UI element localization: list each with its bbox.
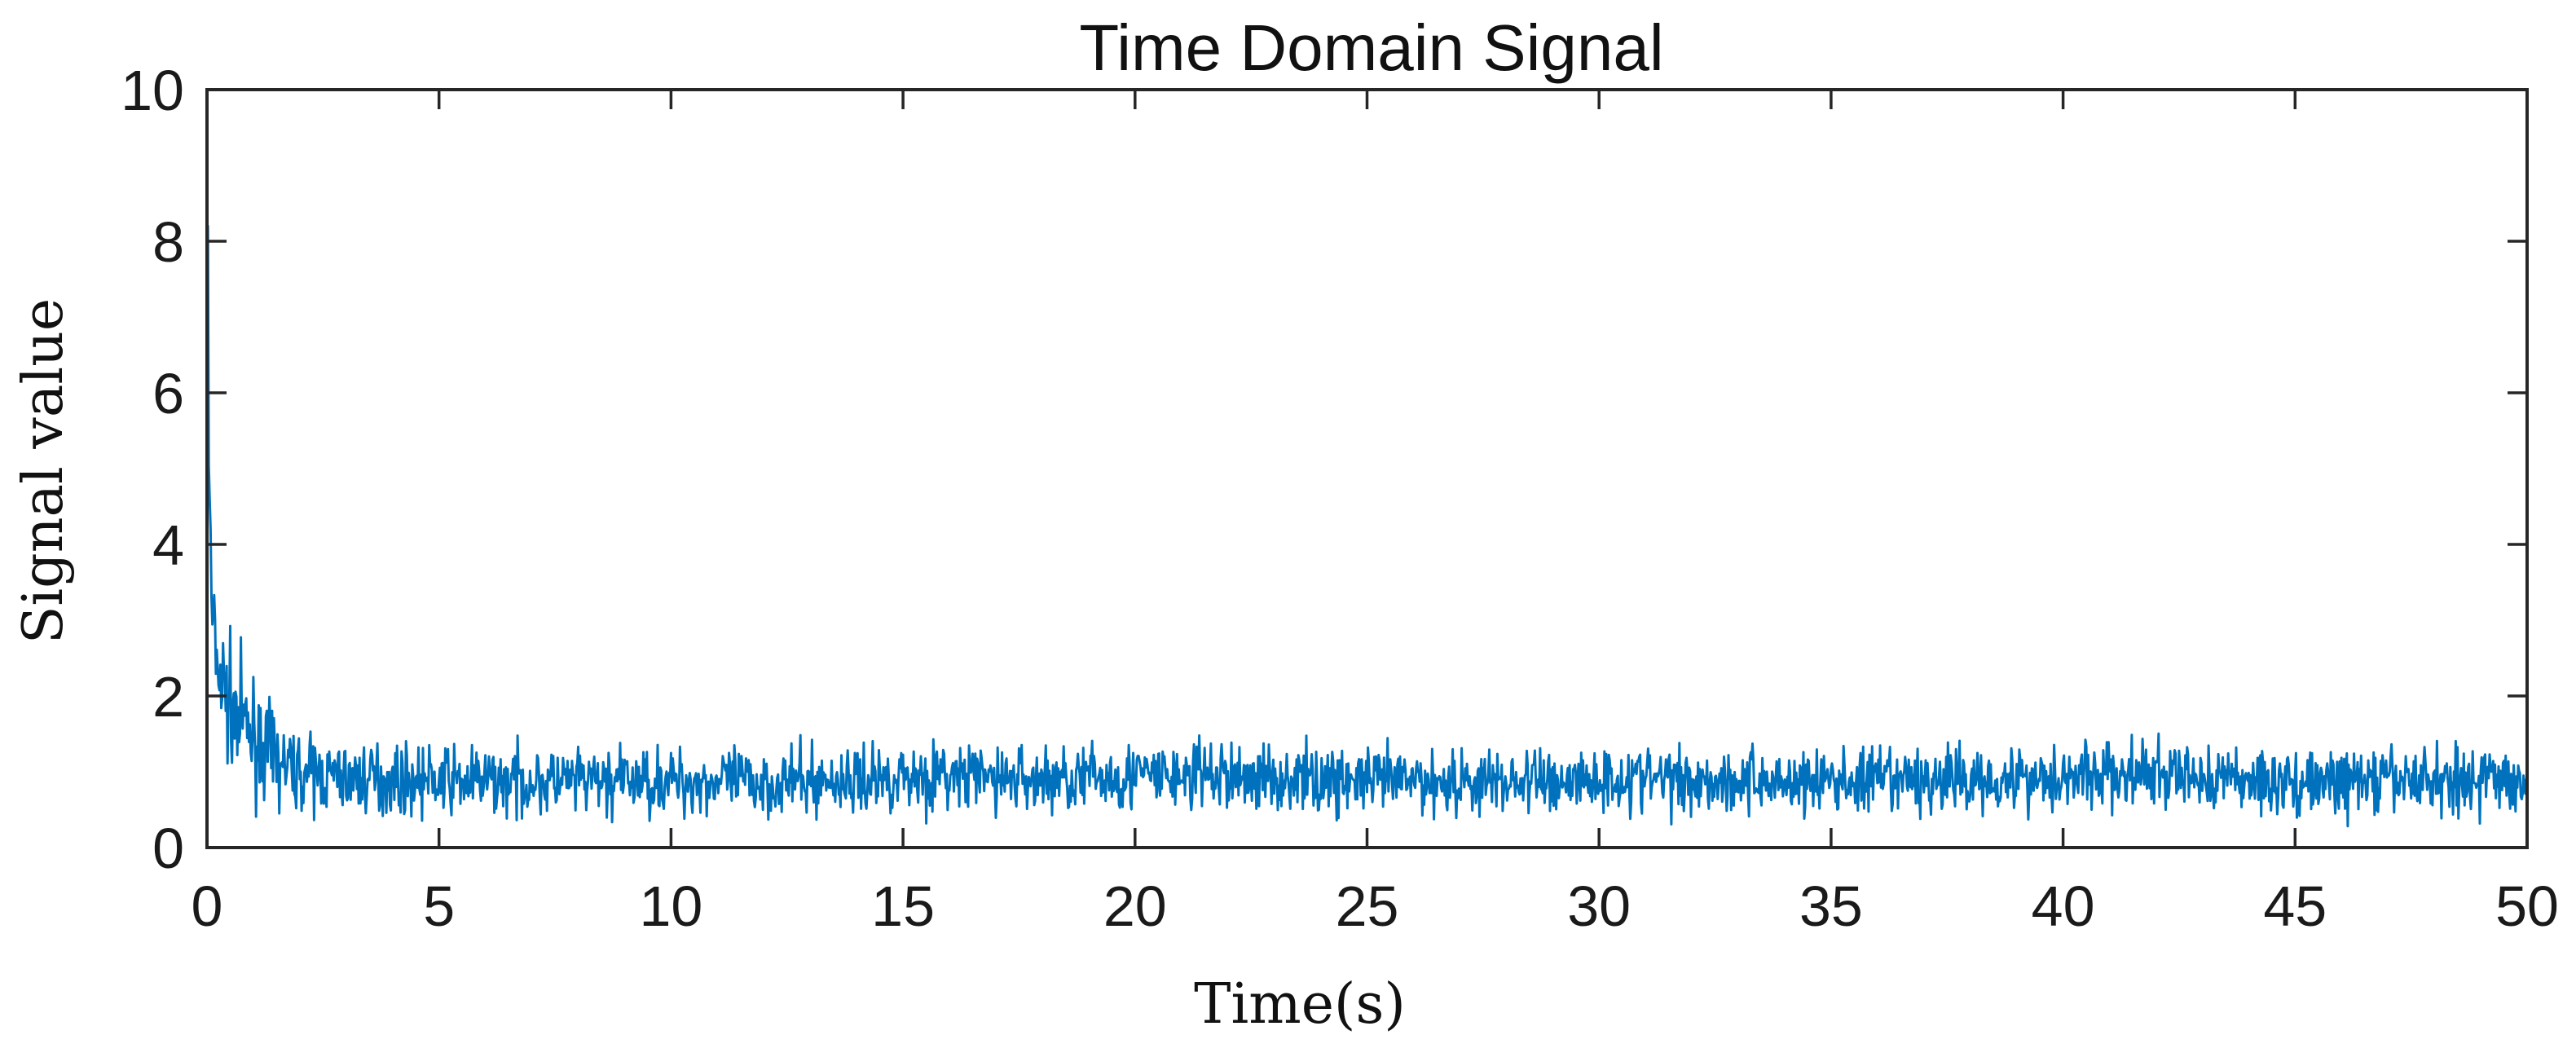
x-tick-label: 20	[1103, 874, 1167, 938]
plot-area: 0 5 10 15 20 25 30 35 40 45 50 0 2 4 6 8 10	[121, 59, 2559, 938]
series-line-0	[206, 224, 2529, 828]
x-tick-label: 0	[192, 874, 223, 938]
x-axis-label: Time(s)	[1194, 972, 1406, 1037]
x-tick-label: 5	[423, 874, 455, 938]
x-tick-label: 25	[1336, 874, 1399, 938]
x-tick-label: 10	[639, 874, 702, 938]
y-tick-label: 10	[121, 59, 184, 122]
x-tick-label: 35	[1799, 874, 1863, 938]
y-axis-label: Signal value	[11, 298, 76, 644]
chart-title: Time Domain Signal	[1079, 11, 1663, 84]
y-tick-label: 8	[152, 210, 184, 274]
x-tick-label: 15	[871, 874, 935, 938]
x-tick-label: 30	[1567, 874, 1631, 938]
x-tick-label: 45	[2263, 874, 2327, 938]
y-tick-label: 0	[152, 817, 184, 880]
y-tick-label: 4	[152, 513, 184, 577]
y-tick-label: 2	[152, 665, 184, 729]
x-tick-label: 50	[2495, 874, 2559, 938]
x-tick-label: 40	[2032, 874, 2095, 938]
y-tick-label: 6	[152, 362, 184, 425]
